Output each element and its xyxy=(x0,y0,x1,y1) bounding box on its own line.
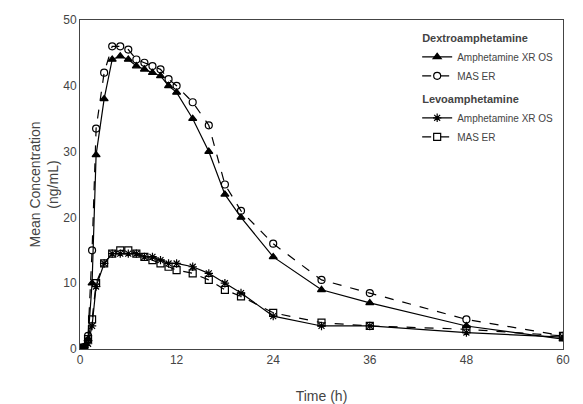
svg-text:Mean Concentration(ng/mL): Mean Concentration(ng/mL) xyxy=(27,121,61,247)
svg-text:50: 50 xyxy=(63,13,77,27)
svg-text:Time (h): Time (h) xyxy=(296,388,348,404)
svg-text:Levoamphetamine: Levoamphetamine xyxy=(422,93,519,105)
svg-text:60: 60 xyxy=(556,353,570,367)
svg-text:0: 0 xyxy=(77,353,84,367)
svg-text:48: 48 xyxy=(460,353,474,367)
svg-text:30: 30 xyxy=(63,145,77,159)
svg-text:MAS ER: MAS ER xyxy=(457,71,495,82)
svg-text:Dextroamphetamine: Dextroamphetamine xyxy=(422,32,528,44)
svg-text:Amphetamine XR OS: Amphetamine XR OS xyxy=(457,113,553,124)
svg-text:MAS ER: MAS ER xyxy=(457,132,495,143)
svg-text:Amphetamine XR OS: Amphetamine XR OS xyxy=(457,52,553,63)
svg-text:12: 12 xyxy=(170,353,184,367)
svg-text:40: 40 xyxy=(63,79,77,93)
svg-text:0: 0 xyxy=(70,342,77,356)
svg-text:20: 20 xyxy=(63,211,77,225)
svg-text:10: 10 xyxy=(63,276,77,290)
svg-text:24: 24 xyxy=(267,353,281,367)
svg-text:36: 36 xyxy=(363,353,377,367)
